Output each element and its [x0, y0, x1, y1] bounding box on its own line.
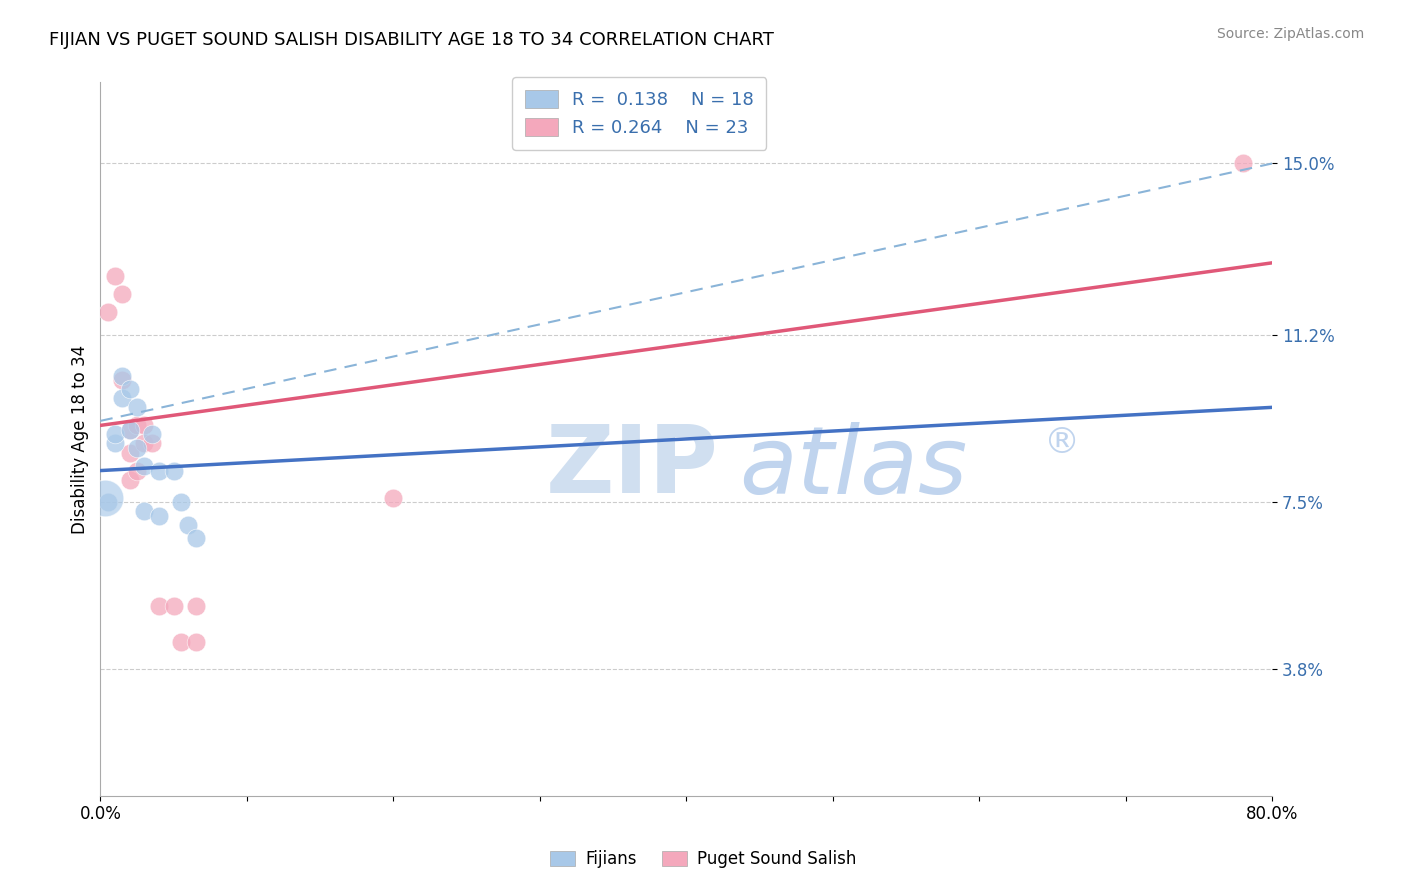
Text: atlas: atlas	[740, 422, 967, 513]
Point	[134, 418, 156, 433]
Point	[170, 635, 193, 649]
Point	[184, 599, 207, 613]
Point	[134, 504, 156, 518]
Point	[111, 368, 134, 383]
Point	[97, 495, 120, 509]
Point	[382, 491, 405, 505]
Point	[104, 436, 127, 450]
Point	[111, 373, 134, 387]
Point	[118, 445, 141, 459]
Point	[104, 269, 127, 284]
Point	[118, 382, 141, 396]
Point	[125, 418, 148, 433]
Point	[134, 458, 156, 473]
Point	[97, 305, 120, 319]
Point	[134, 436, 156, 450]
Point	[111, 287, 134, 301]
Point	[125, 464, 148, 478]
Point	[118, 423, 141, 437]
Point	[162, 464, 184, 478]
Point	[184, 531, 207, 545]
Point	[148, 464, 170, 478]
Point	[111, 392, 134, 406]
Text: ZIP: ZIP	[546, 422, 718, 514]
Point	[104, 427, 127, 442]
Point	[141, 427, 163, 442]
Text: FIJIAN VS PUGET SOUND SALISH DISABILITY AGE 18 TO 34 CORRELATION CHART: FIJIAN VS PUGET SOUND SALISH DISABILITY …	[49, 31, 775, 49]
Point	[125, 441, 148, 455]
Point	[118, 423, 141, 437]
Point	[162, 599, 184, 613]
Text: ®: ®	[1043, 425, 1080, 459]
Legend: R =  0.138    N = 18, R = 0.264    N = 23: R = 0.138 N = 18, R = 0.264 N = 23	[512, 77, 766, 150]
Point	[125, 401, 148, 415]
Point	[170, 495, 193, 509]
Text: Source: ZipAtlas.com: Source: ZipAtlas.com	[1216, 27, 1364, 41]
Legend: Fijians, Puget Sound Salish: Fijians, Puget Sound Salish	[543, 844, 863, 875]
Point	[118, 473, 141, 487]
Point	[141, 436, 163, 450]
Y-axis label: Disability Age 18 to 34: Disability Age 18 to 34	[72, 344, 89, 533]
Point	[148, 599, 170, 613]
Point	[1232, 156, 1254, 170]
Point	[184, 635, 207, 649]
Point	[93, 491, 115, 505]
Point	[177, 517, 200, 532]
Point	[148, 508, 170, 523]
